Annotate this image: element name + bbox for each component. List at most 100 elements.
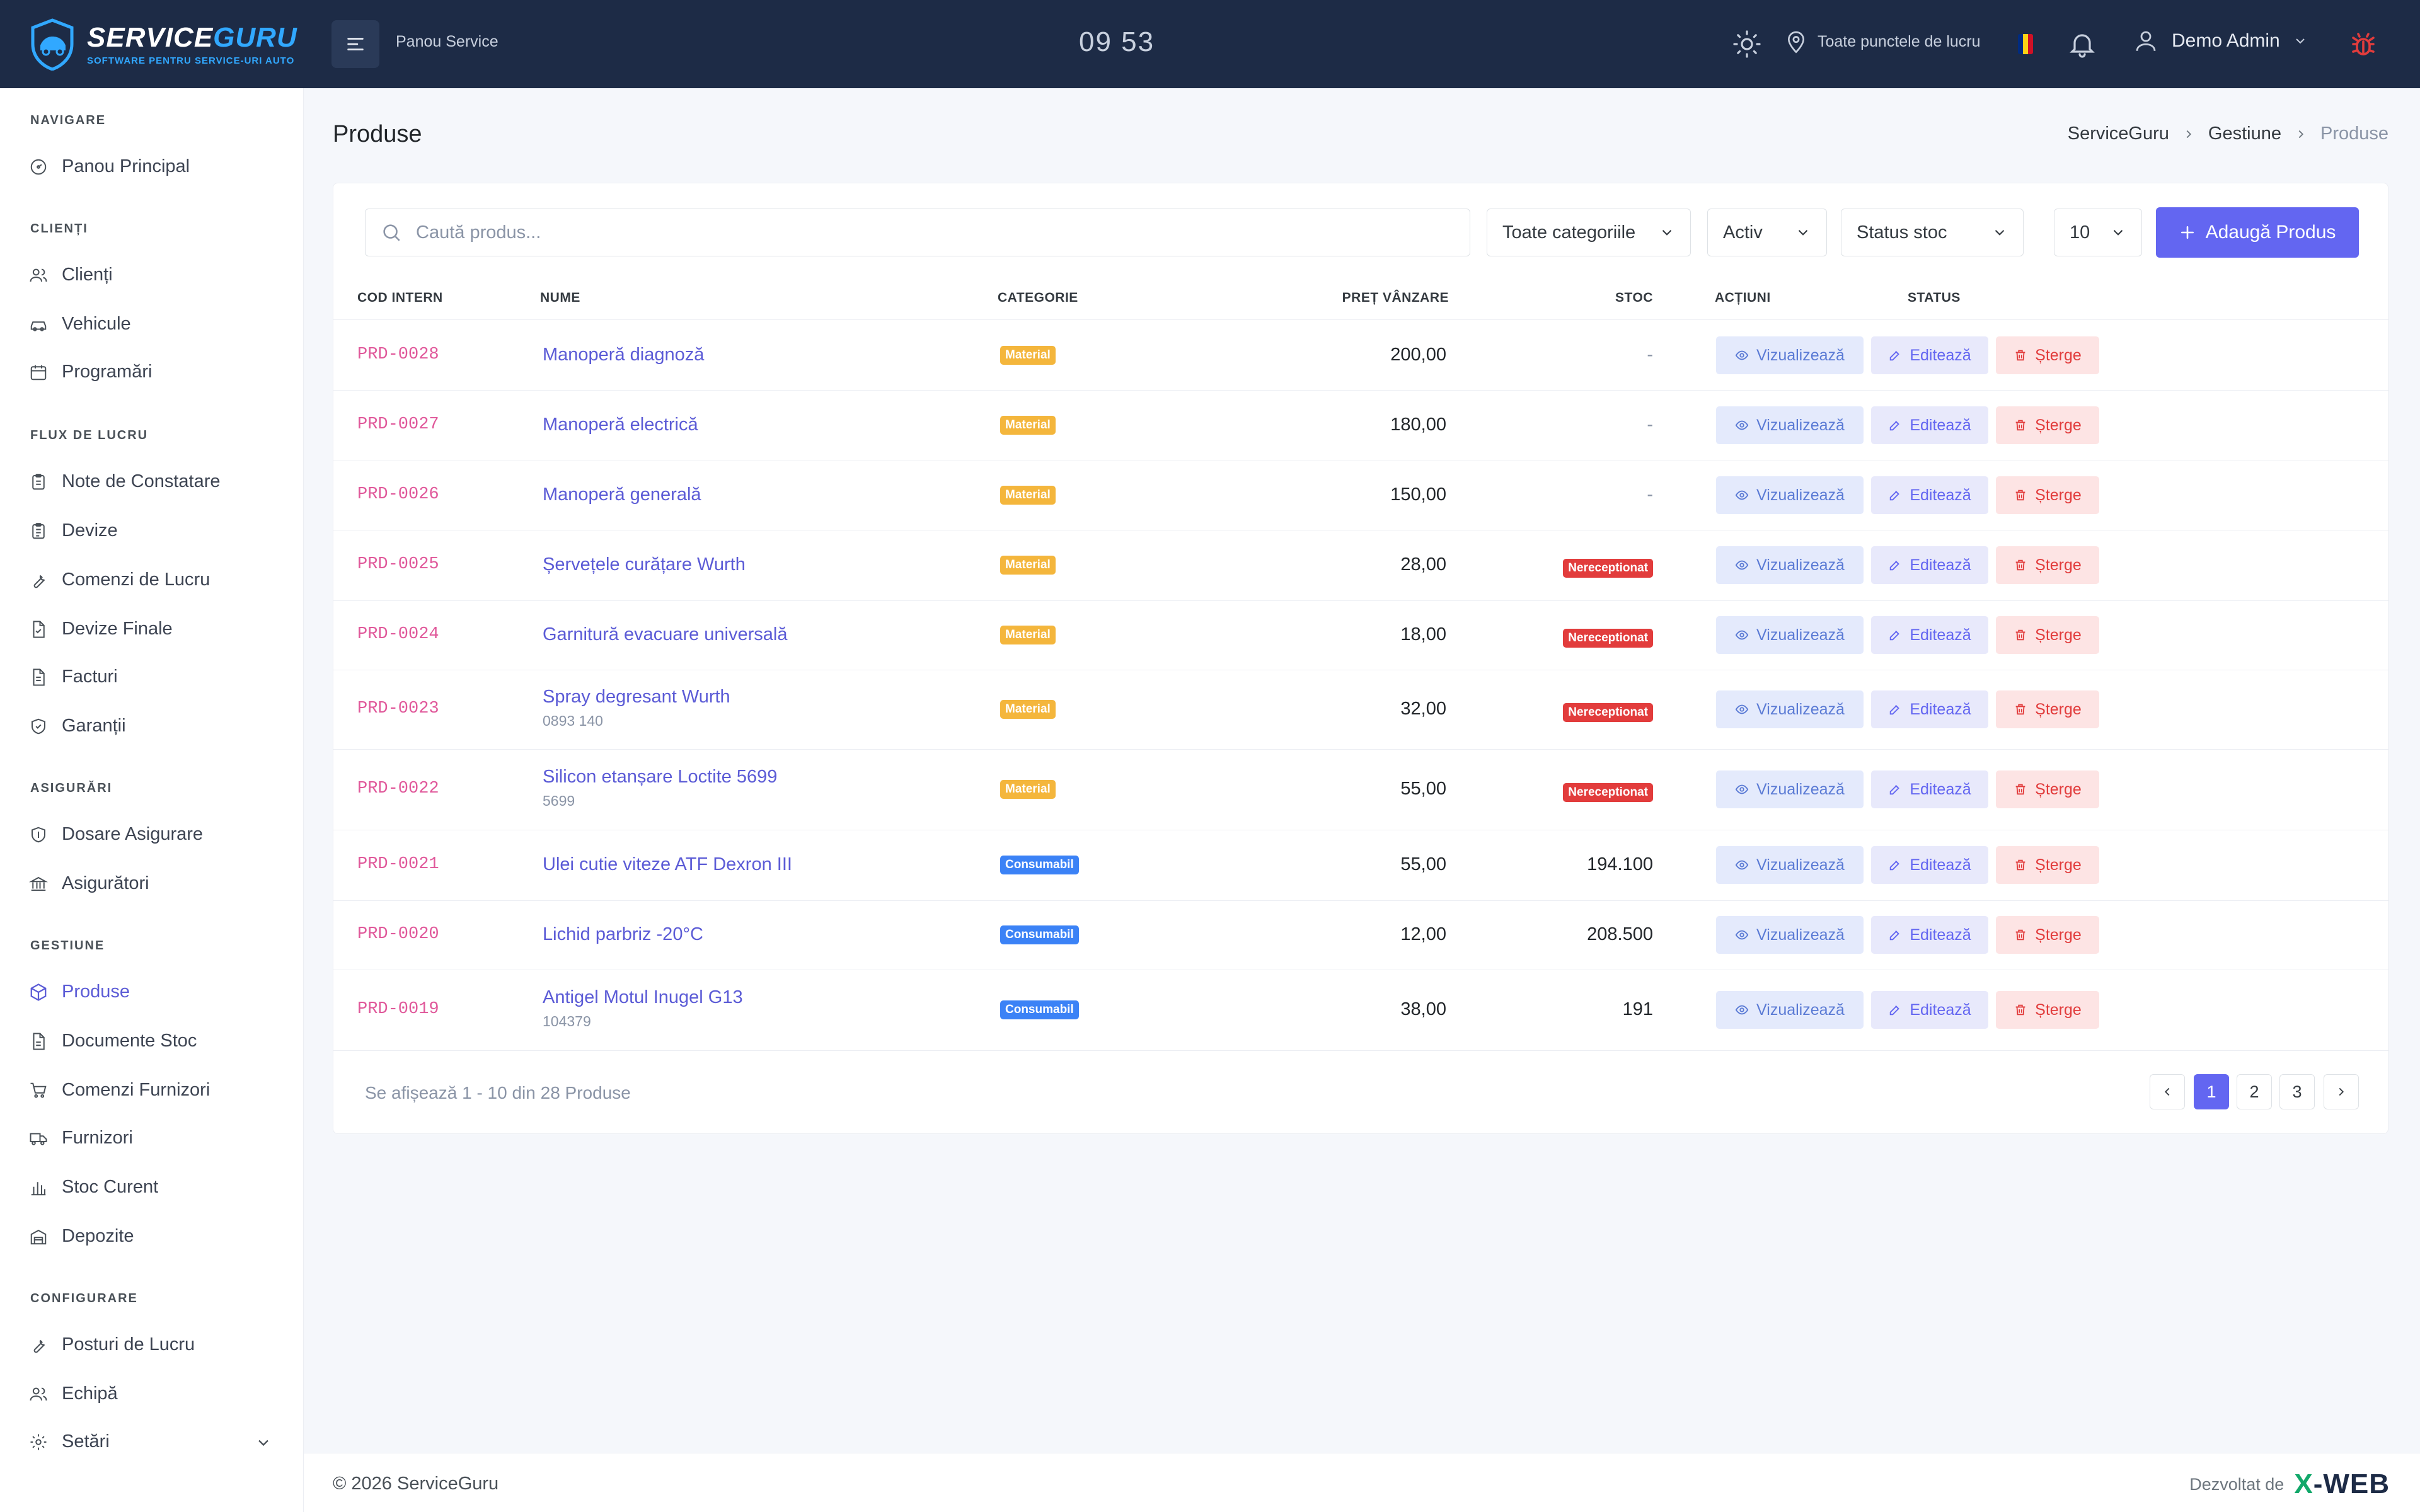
sidebar-item-posturi-lucru[interactable]: Posturi de Lucru	[29, 1334, 195, 1355]
sidebar-item-panou-principal[interactable]: Panou Principal	[29, 156, 190, 177]
delete-button[interactable]: Șterge	[1996, 770, 2099, 808]
bug-icon[interactable]	[2348, 29, 2378, 59]
column-header-status-label[interactable]: STATUS	[1908, 290, 1961, 305]
view-button[interactable]: Vizualizează	[1716, 846, 1864, 884]
delete-button[interactable]: Șterge	[1996, 406, 2099, 444]
product-name-link[interactable]: Manoperă diagnoză	[543, 345, 705, 365]
sidebar-item-clienti[interactable]: Clienți	[29, 265, 113, 285]
product-name-link[interactable]: Silicon etanșare Loctite 5699	[543, 767, 778, 787]
edit-button[interactable]: Editează	[1871, 406, 1988, 444]
developer-credit[interactable]: Dezvoltat de X-WEB	[2189, 1469, 2390, 1499]
edit-button[interactable]: Editează	[1871, 476, 1988, 514]
delete-button[interactable]: Șterge	[1996, 616, 2099, 654]
view-button[interactable]: Vizualizează	[1716, 916, 1864, 954]
product-name-link[interactable]: Manoperă generală	[543, 484, 701, 505]
view-button[interactable]: Vizualizează	[1716, 546, 1864, 584]
user-menu[interactable]: Demo Admin	[2133, 28, 2308, 54]
product-name-link[interactable]: Ulei cutie viteze ATF Dexron III	[543, 854, 792, 874]
view-button[interactable]: Vizualizează	[1716, 690, 1864, 728]
menu-toggle-button[interactable]	[331, 20, 379, 68]
stock-status-badge: Nereceptionat	[1563, 783, 1653, 802]
sidebar-item-depozite[interactable]: Depozite	[29, 1226, 134, 1247]
page-size-select[interactable]: 10	[2054, 209, 2142, 256]
sidebar-item-facturi[interactable]: Facturi	[29, 667, 118, 687]
delete-button[interactable]: Șterge	[1996, 916, 2099, 954]
pagination-page-3[interactable]: 3	[2279, 1074, 2315, 1109]
column-header-category[interactable]: CATEGORIE	[998, 290, 1078, 305]
view-button[interactable]: Vizualizează	[1716, 476, 1864, 514]
pagination-page-1[interactable]: 1	[2194, 1074, 2229, 1109]
sidebar-item-comenzi-lucru[interactable]: Comenzi de Lucru	[29, 570, 210, 590]
category-badge: Material	[1000, 700, 1056, 719]
row-divider	[333, 749, 2389, 750]
romania-flag-icon[interactable]	[2018, 34, 2033, 54]
dashboard-icon	[30, 159, 47, 175]
sidebar-item-programari[interactable]: Programări	[29, 362, 152, 382]
sidebar-item-furnizori[interactable]: Furnizori	[29, 1128, 133, 1148]
product-name-link[interactable]: Manoperă electrică	[543, 415, 698, 435]
trash-icon	[2015, 350, 2025, 361]
sidebar-item-produse[interactable]: Produse	[29, 982, 130, 1002]
column-header-price[interactable]: PREȚ VÂNZARE	[1342, 290, 1449, 305]
view-button[interactable]: Vizualizează	[1716, 336, 1864, 374]
view-button[interactable]: Vizualizează	[1716, 616, 1864, 654]
view-button[interactable]: Vizualizează	[1716, 770, 1864, 808]
edit-button[interactable]: Editează	[1871, 846, 1988, 884]
edit-button[interactable]: Editează	[1871, 616, 1988, 654]
logo[interactable]: SERVICEGURU SOFTWARE PENTRU SERVICE-URI …	[29, 18, 297, 71]
pagination-prev-button[interactable]	[2150, 1074, 2185, 1109]
sidebar-item-devize-finale[interactable]: Devize Finale	[29, 619, 173, 639]
sidebar-item-devize[interactable]: Devize	[29, 520, 118, 541]
delete-button[interactable]: Șterge	[1996, 991, 2099, 1029]
column-header-stock[interactable]: STOC	[1615, 290, 1653, 305]
product-name-link[interactable]: Antigel Motul Inugel G13	[543, 987, 743, 1007]
bell-icon[interactable]	[2067, 29, 2097, 59]
sidebar-item-asiguratori[interactable]: Asigurători	[29, 873, 149, 894]
sidebar-item-setari[interactable]: Setări	[29, 1431, 110, 1452]
search-input[interactable]	[416, 222, 1424, 243]
column-header-code[interactable]: COD INTERN	[357, 290, 443, 305]
sidebar-item-echipa[interactable]: Echipă	[29, 1383, 118, 1404]
pagination-page-2[interactable]: 2	[2237, 1074, 2272, 1109]
stock-value: -	[1647, 345, 1653, 365]
status-select[interactable]: Activ	[1707, 209, 1827, 256]
edit-button[interactable]: Editează	[1871, 991, 1988, 1029]
search-box[interactable]	[365, 209, 1470, 256]
edit-button[interactable]: Editează	[1871, 770, 1988, 808]
breadcrumb-gestiune[interactable]: Gestiune	[2208, 123, 2281, 144]
product-name-cell: Lichid parbriz -20°C	[543, 924, 703, 945]
view-button[interactable]: Vizualizează	[1716, 406, 1864, 444]
sidebar-item-note-constatare[interactable]: Note de Constatare	[29, 471, 220, 492]
sidebar-item-comenzi-furnizori[interactable]: Comenzi Furnizori	[29, 1080, 210, 1101]
delete-button[interactable]: Șterge	[1996, 546, 2099, 584]
edit-button[interactable]: Editează	[1871, 336, 1988, 374]
edit-button[interactable]: Editează	[1871, 546, 1988, 584]
stock-status-select[interactable]: Status stoc	[1841, 209, 2024, 256]
delete-button[interactable]: Șterge	[1996, 476, 2099, 514]
product-name-link[interactable]: Garnitură evacuare universală	[543, 624, 788, 644]
delete-button[interactable]: Șterge	[1996, 336, 2099, 374]
category-badge: Material	[1000, 626, 1056, 644]
delete-button[interactable]: Șterge	[1996, 846, 2099, 884]
setari-chevron-down-icon[interactable]	[255, 1434, 272, 1452]
product-name-link[interactable]: Lichid parbriz -20°C	[543, 924, 703, 944]
column-header-name[interactable]: NUME	[540, 290, 580, 305]
product-name-link[interactable]: Spray degresant Wurth	[543, 687, 730, 707]
sidebar-item-dosare-asigurare[interactable]: Dosare Asigurare	[29, 824, 203, 845]
location-selector[interactable]: Toate punctele de lucru	[1783, 29, 1981, 54]
category-cell: Material	[1000, 626, 1056, 644]
delete-button[interactable]: Șterge	[1996, 690, 2099, 728]
product-name-link[interactable]: Șervețele curățare Wurth	[543, 554, 746, 575]
add-product-button[interactable]: Adaugă Produs	[2156, 207, 2359, 258]
sun-icon[interactable]	[1732, 29, 1762, 59]
sidebar-item-documente-stoc[interactable]: Documente Stoc	[29, 1031, 197, 1051]
sidebar-item-vehicule[interactable]: Vehicule	[29, 314, 131, 335]
view-button[interactable]: Vizualizează	[1716, 991, 1864, 1029]
pagination-next-button[interactable]	[2324, 1074, 2359, 1109]
edit-button[interactable]: Editează	[1871, 916, 1988, 954]
category-select[interactable]: Toate categoriile	[1487, 209, 1691, 256]
edit-button[interactable]: Editează	[1871, 690, 1988, 728]
sidebar-item-stoc-curent[interactable]: Stoc Curent	[29, 1177, 158, 1198]
sidebar-item-garantii[interactable]: Garanții	[29, 716, 126, 736]
breadcrumb-home[interactable]: ServiceGuru	[2067, 123, 2169, 144]
